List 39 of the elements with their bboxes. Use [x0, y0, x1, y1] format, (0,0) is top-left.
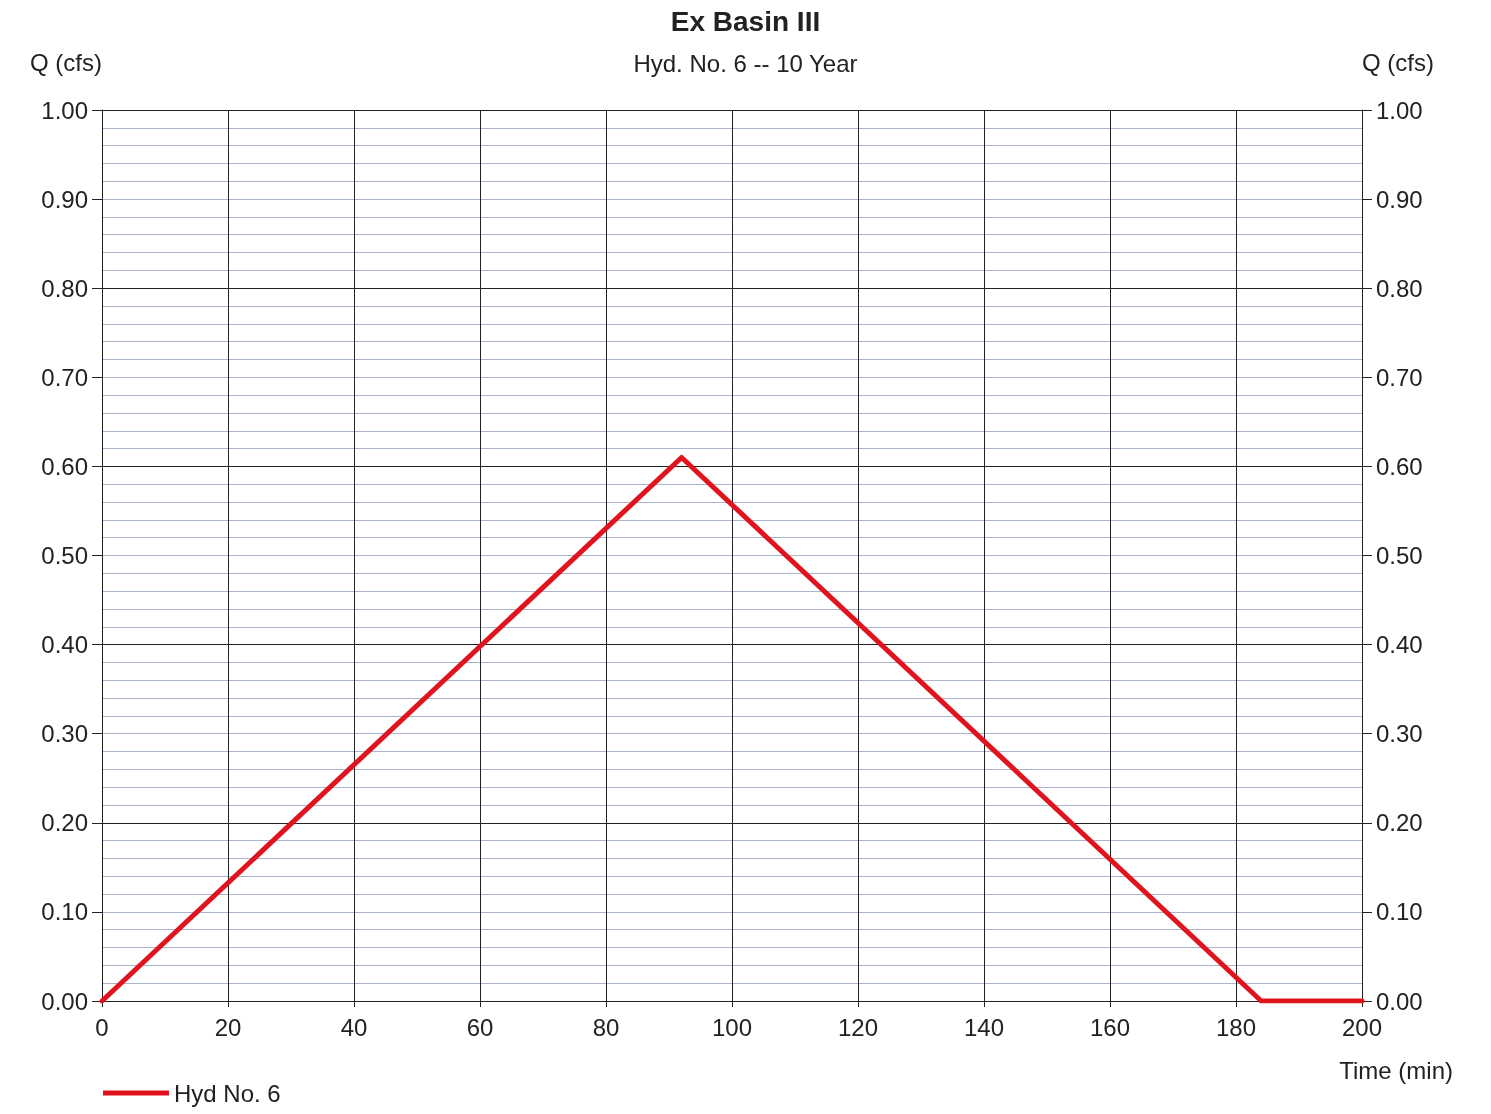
y-tick-label: 1.00	[41, 96, 88, 124]
y-tick-label: 0.30	[41, 720, 88, 748]
y2-axis-title: Q (cfs)	[1362, 48, 1434, 76]
chart-title: Ex Basin III	[670, 5, 821, 37]
x-tick-label: 0	[95, 1013, 109, 1041]
y2-tick-label: 0.40	[1376, 631, 1423, 659]
y-tick-label: 0.70	[41, 363, 88, 391]
y-tick-label: 0.80	[41, 274, 88, 302]
y-tick-label: 0.90	[41, 185, 88, 213]
y2-tick-label: 0.10	[1376, 898, 1423, 926]
y2-tick-label: 0.50	[1376, 542, 1423, 569]
y-tick-label: 0.00	[41, 987, 88, 1015]
y2-tick-label: 0.60	[1376, 452, 1423, 480]
y2-tick-label: 0.00	[1376, 987, 1423, 1015]
x-tick-label: 40	[340, 1013, 368, 1041]
x-tick-label: 200	[1341, 1013, 1383, 1041]
y-axis-title: Q (cfs)	[30, 48, 102, 76]
y2-tick-label: 0.90	[1376, 185, 1423, 213]
x-tick-label: 60	[466, 1013, 494, 1041]
y-tick-label: 0.50	[41, 542, 88, 569]
y2-tick-label: 0.20	[1376, 809, 1423, 837]
x-tick-label: 80	[592, 1013, 620, 1041]
x-tick-label: 140	[963, 1013, 1005, 1041]
y-tick-label: 0.10	[41, 898, 88, 926]
y-tick-label: 0.20	[41, 809, 88, 837]
y-tick-label: 0.40	[41, 631, 88, 659]
y2-tick-label: 0.70	[1376, 363, 1423, 391]
y2-tick-label: 0.30	[1376, 720, 1423, 748]
x-axis-title: Time (min)	[1339, 1056, 1453, 1084]
x-tick-label: 160	[1089, 1013, 1131, 1041]
legend-label: Hyd No. 6	[174, 1079, 281, 1107]
y-tick-label: 0.60	[41, 452, 88, 480]
x-tick-label: 180	[1215, 1013, 1257, 1041]
chart-subtitle: Hyd. No. 6 -- 10 Year	[633, 49, 858, 77]
x-tick-label: 120	[837, 1013, 879, 1041]
y2-tick-label: 0.80	[1376, 274, 1423, 302]
x-tick-label: 100	[711, 1013, 753, 1041]
y2-tick-label: 1.00	[1376, 96, 1423, 124]
x-tick-label: 20	[214, 1013, 242, 1041]
